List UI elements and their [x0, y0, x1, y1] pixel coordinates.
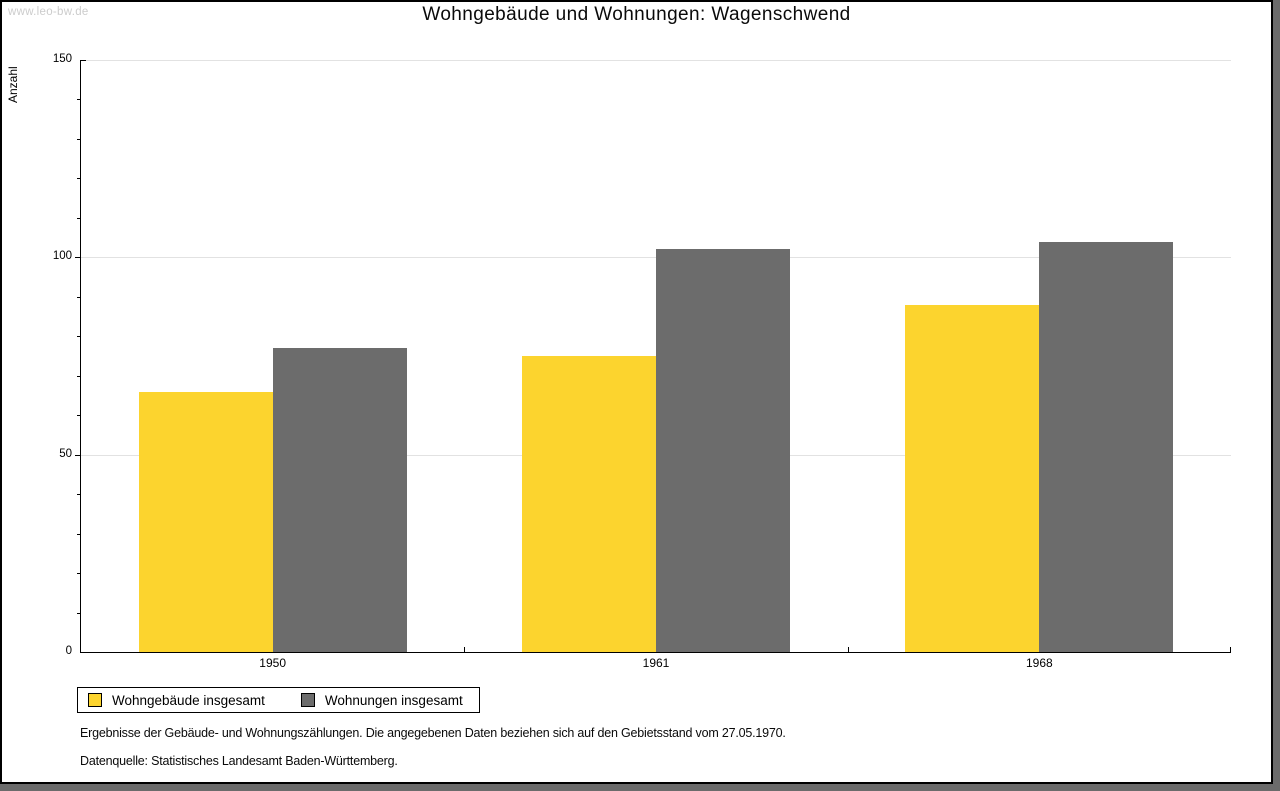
x-axis-line	[80, 652, 1231, 653]
x-tick	[847, 647, 849, 652]
y-tick-minor	[77, 217, 81, 219]
y-axis-label: Anzahl	[6, 66, 20, 103]
y-axis-top-tick	[81, 60, 86, 61]
legend-entry-1: Wohnungen insgesamt	[300, 692, 463, 708]
y-tick-minor	[77, 415, 81, 417]
chart-title: Wohngebäude und Wohnungen: Wagenschwend	[422, 4, 851, 25]
y-tick-label: 150	[52, 53, 72, 65]
legend-entry-0: Wohngebäude insgesamt	[88, 693, 265, 708]
y-tick-minor	[77, 99, 81, 101]
x-tick-label: 1950	[259, 656, 286, 670]
y-tick-major	[75, 257, 81, 259]
y-tick-minor	[77, 138, 81, 140]
y-tick-minor	[77, 494, 81, 496]
y-tick-label: 50	[59, 447, 72, 460]
x-axis-end-tick	[1230, 647, 1231, 652]
footer-source: Datenquelle: Statistisches Landesamt Bad…	[80, 754, 398, 768]
bar-series-0	[905, 304, 1040, 652]
bar-series-1	[656, 249, 791, 652]
legend-label-0: Wohngebäude insgesamt	[112, 692, 265, 708]
bar-series-0	[138, 391, 273, 652]
y-axis-line	[80, 60, 81, 653]
y-tick-minor	[77, 533, 81, 535]
bar-series-0	[521, 356, 656, 652]
y-tick-minor	[77, 178, 81, 180]
legend: Wohngebäude insgesamt Wohnungen insgesamt	[77, 687, 480, 713]
y-tick-minor	[77, 296, 81, 298]
y-tick-label: 100	[52, 250, 72, 263]
footer-note: Ergebnisse der Gebäude- und Wohnungszähl…	[80, 726, 786, 740]
x-tick-label: 1968	[1025, 656, 1053, 670]
watermark: www.leo-bw.de	[8, 6, 89, 18]
y-tick-minor	[77, 573, 81, 575]
y-tick-major	[75, 454, 81, 456]
y-tick-minor	[77, 375, 81, 377]
shadow-bottom	[0, 784, 1280, 791]
legend-swatch-0	[88, 693, 102, 707]
gridline-y	[81, 60, 1231, 61]
x-tick	[464, 647, 466, 652]
y-tick-label: 0	[65, 645, 72, 657]
legend-label-1: Wohnungen insgesamt	[324, 692, 463, 708]
bar-series-1	[272, 348, 407, 652]
y-tick-minor	[77, 336, 81, 338]
y-tick-minor	[77, 612, 81, 614]
x-tick-label: 1961	[642, 656, 670, 670]
bar-series-1	[1039, 241, 1174, 652]
shadow-right	[1273, 0, 1280, 791]
legend-swatch-1	[300, 693, 315, 707]
